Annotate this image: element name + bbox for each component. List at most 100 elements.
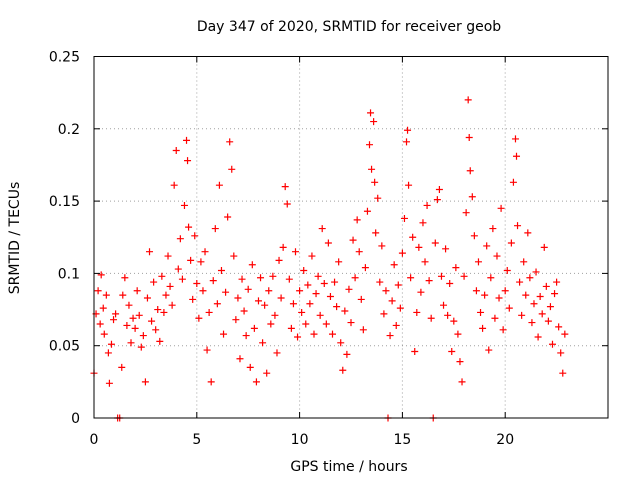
data-point xyxy=(146,248,154,256)
data-point xyxy=(185,223,193,231)
data-point xyxy=(102,291,110,299)
data-point xyxy=(335,258,343,266)
data-point xyxy=(312,290,320,298)
data-point xyxy=(386,332,394,340)
data-point xyxy=(135,311,143,319)
data-point xyxy=(275,256,283,264)
data-point xyxy=(472,287,480,295)
data-point xyxy=(121,274,129,282)
data-point xyxy=(532,268,540,276)
data-point xyxy=(296,287,304,295)
data-point xyxy=(378,242,386,250)
data-point xyxy=(444,311,452,319)
y-tick-label: 0.05 xyxy=(49,339,80,355)
data-point xyxy=(246,363,254,371)
data-point xyxy=(403,138,411,146)
data-point xyxy=(400,214,408,222)
data-point xyxy=(244,285,252,293)
data-point xyxy=(425,277,433,285)
data-point xyxy=(497,204,505,212)
data-point xyxy=(217,267,225,275)
data-point xyxy=(267,320,275,328)
data-point xyxy=(551,290,559,298)
data-point xyxy=(376,278,384,286)
data-point xyxy=(213,300,221,308)
data-point xyxy=(263,369,271,377)
data-point xyxy=(435,186,443,194)
data-point xyxy=(160,308,168,316)
data-point xyxy=(228,165,236,173)
data-point xyxy=(158,272,166,280)
data-point xyxy=(487,274,495,282)
data-point xyxy=(413,308,421,316)
data-point xyxy=(415,243,423,251)
data-point xyxy=(421,258,429,266)
data-point xyxy=(394,281,402,289)
data-point xyxy=(448,347,456,355)
y-tick-label: 0 xyxy=(71,411,80,427)
data-point xyxy=(339,366,347,374)
y-axis-label: SRMTID / TECUs xyxy=(7,182,23,295)
data-point xyxy=(252,378,260,386)
data-point xyxy=(287,324,295,332)
data-point xyxy=(542,282,550,290)
data-point xyxy=(178,275,186,283)
data-point xyxy=(230,252,238,260)
data-point xyxy=(279,243,287,251)
data-point xyxy=(367,109,375,117)
data-points xyxy=(90,96,569,422)
data-point xyxy=(154,306,162,314)
data-point xyxy=(220,330,228,338)
data-point xyxy=(458,378,466,386)
data-point xyxy=(465,133,473,141)
data-point xyxy=(187,256,195,264)
data-point xyxy=(107,340,115,348)
data-point xyxy=(265,287,273,295)
data-point xyxy=(302,320,310,328)
data-point xyxy=(516,278,524,286)
data-point xyxy=(366,141,374,149)
x-tick-label: 0 xyxy=(90,432,99,448)
data-point xyxy=(561,330,569,338)
data-point xyxy=(222,288,230,296)
data-point xyxy=(341,307,349,315)
data-point xyxy=(470,232,478,240)
data-point xyxy=(520,258,528,266)
data-point xyxy=(370,118,378,126)
data-point xyxy=(368,165,376,173)
data-point xyxy=(322,320,330,328)
data-point xyxy=(119,291,127,299)
data-point xyxy=(207,378,215,386)
data-point xyxy=(133,287,141,295)
data-point xyxy=(509,178,517,186)
data-point xyxy=(176,235,184,243)
data-point xyxy=(183,136,191,144)
data-point xyxy=(466,167,474,175)
data-point xyxy=(112,310,120,318)
data-point xyxy=(450,317,458,325)
data-point xyxy=(407,274,415,282)
data-point xyxy=(137,343,145,351)
data-point xyxy=(168,301,176,309)
data-point xyxy=(298,308,306,316)
data-point xyxy=(351,274,359,282)
data-point xyxy=(141,378,149,386)
data-point xyxy=(150,278,158,286)
data-point xyxy=(481,291,489,299)
data-point xyxy=(553,278,561,286)
data-point xyxy=(236,355,244,363)
data-point xyxy=(468,193,476,201)
data-point xyxy=(271,311,279,319)
data-point xyxy=(442,245,450,253)
x-tick-label: 20 xyxy=(496,432,514,448)
data-point xyxy=(234,294,242,302)
data-point xyxy=(127,339,135,347)
data-point xyxy=(536,293,544,301)
data-point xyxy=(129,314,137,322)
data-point xyxy=(396,304,404,312)
data-point xyxy=(291,248,299,256)
data-point xyxy=(224,213,232,221)
data-point xyxy=(333,303,341,311)
data-point xyxy=(431,239,439,247)
